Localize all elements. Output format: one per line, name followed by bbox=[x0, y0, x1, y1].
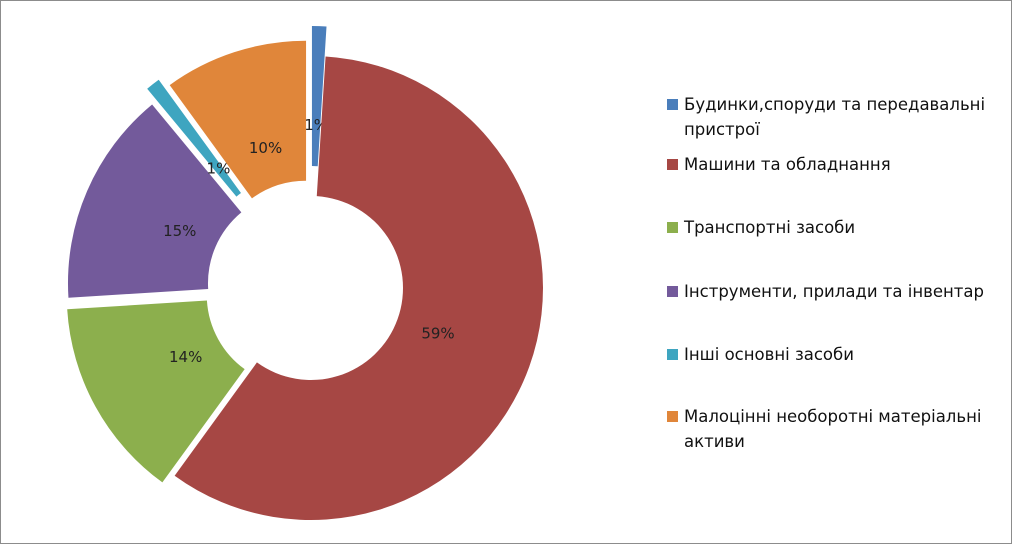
legend-swatch bbox=[667, 349, 678, 360]
legend-item: Інші основні засоби bbox=[667, 342, 997, 367]
slice-data-label: 15% bbox=[163, 222, 196, 240]
legend-label: Інструменти, прилади та інвентар bbox=[684, 282, 985, 301]
legend-label: Транспортні засоби bbox=[684, 218, 856, 237]
legend-item: Інструменти, прилади та інвентар bbox=[667, 279, 997, 304]
donut-slice bbox=[169, 40, 307, 199]
legend-item: Машини та обладнання bbox=[667, 152, 997, 177]
donut-slice bbox=[311, 26, 327, 167]
donut-slice bbox=[67, 300, 245, 483]
legend-swatch bbox=[667, 286, 678, 297]
legend-swatch bbox=[667, 99, 678, 110]
legend-swatch bbox=[667, 222, 678, 233]
donut-slice bbox=[67, 104, 242, 298]
slice-data-label: 1% bbox=[207, 160, 231, 178]
slice-data-label: 10% bbox=[249, 139, 282, 157]
legend-item: Малоцінні необоротні матеріальні активи bbox=[667, 404, 997, 454]
legend-label: Інші основні засоби bbox=[684, 345, 854, 364]
legend-item: Транспортні засоби bbox=[667, 215, 997, 240]
donut-slice bbox=[147, 79, 241, 197]
legend-label: Машини та обладнання bbox=[684, 155, 891, 174]
legend-item: Будинки,споруди та передавальні пристрої bbox=[667, 92, 997, 142]
legend-label: Малоцінні необоротні матеріальні активи bbox=[684, 407, 982, 451]
legend-swatch bbox=[667, 159, 678, 170]
slice-data-label: 59% bbox=[421, 325, 454, 343]
legend-swatch bbox=[667, 411, 678, 422]
slice-data-label: 14% bbox=[169, 348, 202, 366]
donut-slice bbox=[174, 56, 543, 521]
legend-label: Будинки,споруди та передавальні пристрої bbox=[684, 95, 986, 139]
